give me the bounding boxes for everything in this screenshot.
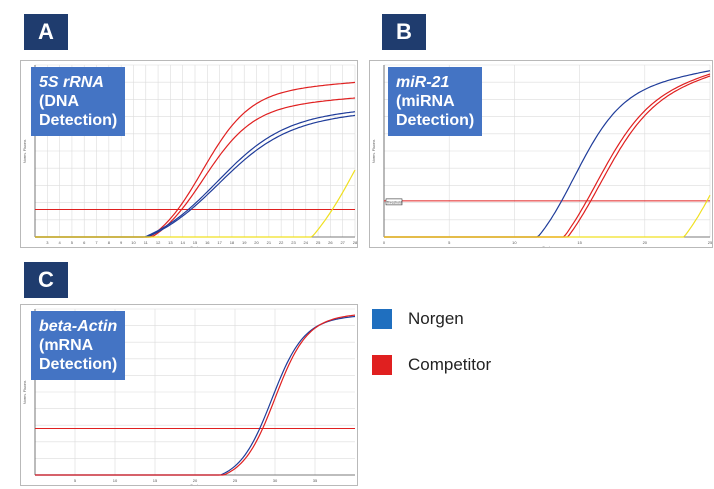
x-tick-label: 14: [180, 240, 185, 245]
x-tick-label: 15: [193, 240, 198, 245]
target-title: beta-Actin: [39, 318, 118, 335]
x-tick-label: 35: [313, 478, 318, 483]
legend-label-norgen: Norgen: [408, 309, 464, 328]
target-title: miR-21: [396, 74, 450, 91]
legend: Norgen Competitor: [372, 308, 491, 400]
x-tick-label: 22: [279, 240, 284, 245]
target-sub2: Detection): [39, 356, 118, 373]
x-tick-label: 10: [131, 240, 136, 245]
x-tick-label: 21: [267, 240, 272, 245]
x-tick-label: 12: [156, 240, 161, 245]
legend-label-competitor: Competitor: [408, 355, 492, 374]
amplification-chart-b: 0 5 10 15 20 25 Cycle Norm. Fluoro. Threshold: [371, 64, 712, 247]
target-title: 5S rRNA: [39, 74, 104, 91]
amplification-curve-competitor: [35, 314, 356, 476]
target-sub1: (mRNA: [39, 337, 94, 354]
x-tick-label: 5: [71, 240, 74, 245]
x-tick-label: 15: [153, 478, 158, 483]
target-sub2: Detection): [396, 112, 475, 129]
x-tick-label: 5: [74, 478, 77, 483]
plot-b: 0 5 10 15 20 25 Cycle Norm. Fluoro. Threshold mi…: [369, 60, 713, 248]
x-tick-label: 9: [120, 240, 123, 245]
x-tick-label: 10: [113, 478, 118, 483]
y-axis-label: Norm. Fluoro.: [371, 139, 376, 163]
legend-item-competitor: Competitor: [372, 354, 491, 376]
y-axis-label: Norm. Fluoro.: [22, 139, 27, 163]
target-sub1: (DNA: [39, 93, 79, 110]
x-tick-label: 20: [193, 478, 198, 483]
target-sub2: Detection): [39, 112, 118, 129]
x-tick-label: 3: [46, 240, 49, 245]
target-label-c: beta-Actin (mRNA Detection): [31, 311, 126, 380]
x-tick-label: 27: [340, 240, 345, 245]
x-tick-label: 23: [291, 240, 296, 245]
threshold-label-text: Threshold: [386, 200, 402, 204]
x-tick-label: 7: [95, 240, 98, 245]
target-label-b: miR-21 (miRNA Detection): [388, 67, 483, 136]
x-axis-label: Cycle: [190, 483, 201, 485]
threshold-label-box: [385, 198, 403, 206]
legend-swatch-norgen: [372, 309, 392, 329]
x-axis-label: Cycle: [190, 245, 201, 247]
amplification-curve-ntc: [384, 194, 711, 238]
x-tick-label: 25: [233, 478, 238, 483]
x-tick-label: 20: [643, 240, 648, 245]
x-tick-label: 0: [383, 240, 386, 245]
x-tick-label: 30: [273, 478, 278, 483]
panel-letter-b: B: [382, 14, 426, 50]
x-tick-label: 17: [217, 240, 222, 245]
x-tick-label: 8: [108, 240, 111, 245]
x-tick-label: 28: [353, 240, 357, 245]
x-tick-label: 10: [512, 240, 517, 245]
x-tick-label: 11: [144, 240, 149, 245]
x-tick-label: 25: [316, 240, 321, 245]
x-tick-label: 24: [304, 240, 309, 245]
x-tick-label: 5: [448, 240, 451, 245]
plot-a: 3 4 5 6 7 8 9 10 11 12 13 14 15 16 17 18 19 20 21 22 23 24 25 2…: [20, 60, 358, 248]
x-tick-label: 26: [328, 240, 333, 245]
target-sub1: (miRNA: [396, 93, 455, 110]
x-tick-label: 4: [58, 240, 61, 245]
legend-swatch-competitor: [372, 355, 392, 375]
target-label-a: 5S rRNA (DNA Detection): [31, 67, 126, 136]
legend-item-norgen: Norgen: [372, 308, 491, 330]
threshold-label: Threshold: [385, 198, 403, 206]
amplification-curve-ntc: [35, 169, 356, 238]
x-tick-label: 16: [205, 240, 210, 245]
x-tick-label: 6: [83, 240, 86, 245]
y-axis-label: Norm. Fluoro.: [22, 380, 27, 404]
x-axis-label: Cycle: [542, 245, 553, 247]
x-tick-label: 25: [708, 240, 712, 245]
panel-letter-a: A: [24, 14, 68, 50]
x-tick-label: 18: [230, 240, 235, 245]
plot-c: 5 10 15 20 25 30 35 Cycle Norm. Fluoro. beta-Act…: [20, 304, 358, 486]
panel-letter-c: C: [24, 262, 68, 298]
x-tick-label: 13: [168, 240, 173, 245]
x-tick-label: 15: [577, 240, 582, 245]
x-tick-label: 19: [242, 240, 247, 245]
x-tick-label: 20: [254, 240, 259, 245]
